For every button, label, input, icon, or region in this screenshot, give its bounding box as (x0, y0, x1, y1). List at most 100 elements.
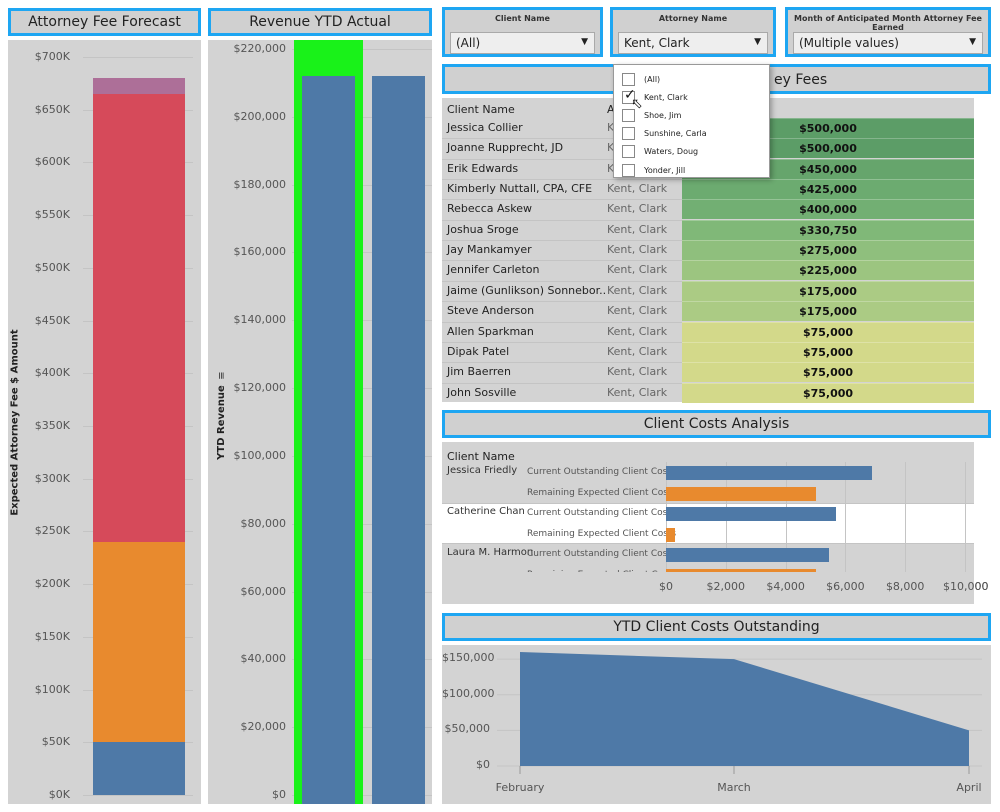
table-row[interactable]: Allen Sparkman Kent, Clark $75,000 (442, 321, 974, 342)
client-name-cell: Erik Edwards (447, 161, 519, 175)
client-name-cell: Jim Baerren (447, 365, 511, 379)
attorney-filter-value: Kent, Clark (624, 36, 690, 50)
revenue-y-axis-label: YTD Revenue (216, 384, 227, 460)
costs-client-name: Laura M. Harmon (447, 547, 534, 558)
forecast-tick-label: $700K (34, 50, 70, 63)
dropdown-option-label: Sunshine, Carla (644, 129, 707, 139)
costs-header: Client Name (447, 450, 515, 463)
ytd-costs-title: YTD Client Costs Outstanding (442, 613, 991, 641)
revenue-bar[interactable] (302, 76, 355, 804)
forecast-tick-label: $450K (34, 313, 70, 327)
outstanding-bar[interactable] (666, 548, 829, 562)
forecast-tick-label: $350K (34, 419, 70, 432)
outstanding-bar[interactable] (666, 466, 873, 480)
table-row[interactable]: Jaime (Gunlikson) Sonnebor.. Kent, Clark $… (442, 280, 974, 301)
client-name-cell: John Sosville (447, 385, 517, 399)
table-row[interactable]: Jennifer Carleton Kent, Clark $225,000 (442, 260, 974, 281)
dropdown-option[interactable]: Waters, Doug (622, 143, 698, 161)
table-row[interactable]: Rebecca Askew Kent, Clark $400,000 (442, 199, 974, 220)
forecast-tick-label: $150K (34, 629, 70, 643)
month-filter[interactable]: Month of Anticipated Month Attorney Fee … (785, 7, 991, 57)
forecast-bar-segment[interactable] (93, 742, 185, 795)
revenue-bar[interactable] (372, 76, 425, 804)
measure-label: Remaining Expected Client Costs (527, 488, 677, 498)
dropdown-option[interactable]: Shoe, Jim (622, 106, 681, 124)
sort-icon[interactable]: ≡ (216, 371, 228, 380)
checkbox[interactable] (622, 163, 635, 177)
client-filter-select[interactable]: (All) ▼ (450, 32, 595, 54)
client-name-cell: Jaime (Gunlikson) Sonnebor.. (447, 283, 607, 297)
table-row[interactable]: John Sosville Kent, Clark $75,000 (442, 382, 974, 403)
gridline (845, 462, 847, 574)
dropdown-option[interactable]: Sunshine, Carla (622, 125, 707, 143)
forecast-panel: $700K $650K $600K $550K $500K $450K $400K $350K… (8, 40, 201, 804)
month-filter-label: Month of Anticipated Month Attorney Fee … (794, 14, 982, 32)
measure-label: Current Outstanding Client Cos.. (527, 508, 674, 518)
costs-title: Client Costs Analysis (442, 410, 991, 438)
client-name-cell: Steve Anderson (447, 304, 535, 318)
forecast-bar-segment[interactable] (93, 93, 185, 542)
fee-cell: $75,000 (682, 382, 974, 403)
table-row[interactable]: Dipak Patel Kent, Clark $75,000 (442, 341, 974, 362)
table-row[interactable]: Joshua Sroge Kent, Clark $330,750 (442, 219, 974, 240)
revenue-tick-label: $20,000 (240, 720, 287, 734)
forecast-tick-label: $50K (41, 735, 70, 749)
revenue-tick-label: $80,000 (240, 516, 287, 530)
fee-cell: $275,000 (682, 240, 974, 261)
measure-label: Remaining Expected Client Costs (527, 529, 677, 539)
client-name-filter[interactable]: Client Name (All) ▼ (442, 7, 603, 57)
revenue-panel: YTD Revenue ≡ $220,000 $200,000 $180,000 $1… (208, 40, 432, 804)
costs-tick-label: $4,000 (766, 580, 805, 593)
client-name-cell: Kimberly Nuttall, CPA, CFE (447, 182, 593, 196)
forecast-bar-segment[interactable] (93, 78, 185, 94)
attorney-filter-select[interactable]: Kent, Clark ▼ (618, 32, 768, 54)
month-filter-select[interactable]: (Multiple values) ▼ (793, 32, 983, 54)
forecast-bar-segment[interactable] (93, 541, 185, 743)
costs-tick-label: $2,000 (706, 580, 746, 593)
chevron-down-icon: ▼ (969, 37, 976, 47)
gridline (905, 462, 907, 574)
table-row[interactable]: Kimberly Nuttall, CPA, CFE Kent, Clark $42… (442, 179, 974, 200)
checkbox[interactable] (622, 108, 635, 122)
ytd-area[interactable] (520, 652, 969, 766)
attorney-filter-label: Attorney Name (658, 14, 728, 23)
revenue-tick-label: $100,000 (233, 448, 287, 462)
fee-cell: $175,000 (682, 301, 974, 322)
forecast-tick-label: $500K (34, 260, 70, 274)
fees-header-client: Client Name (447, 103, 515, 116)
forecast-tick-label: $550K (34, 208, 70, 222)
dropdown-option-label: Yonder, Jill (644, 165, 686, 175)
client-name-cell: Jennifer Carleton (447, 263, 540, 277)
dropdown-option[interactable]: Yonder, Jill (622, 161, 685, 179)
checkbox[interactable] (622, 145, 635, 159)
attorney-dropdown[interactable]: (All) ✓ Kent, Clark Shoe, Jim Sunshine, Carl… (613, 64, 770, 178)
dropdown-option[interactable]: ✓ Kent, Clark (622, 87, 688, 106)
revenue-tick-label: $40,000 (240, 652, 287, 666)
dropdown-option[interactable]: (All) (622, 70, 660, 88)
checkbox[interactable]: ✓ (622, 87, 636, 104)
attorney-name-filter[interactable]: Attorney Name Kent, Clark ▼ (610, 7, 776, 57)
remaining-bar[interactable] (666, 528, 675, 542)
outstanding-bar[interactable] (666, 507, 837, 521)
remaining-bar[interactable] (666, 487, 816, 501)
table-row[interactable]: Jay Mankamyer Kent, Clark $275,000 (442, 240, 974, 261)
client-filter-value: (All) (456, 36, 481, 50)
client-name-cell: Joshua Sroge (447, 222, 519, 236)
client-name-cell: Rebecca Askew (447, 202, 532, 216)
attorney-cell: Kent, Clark (607, 182, 668, 196)
checkbox[interactable] (622, 127, 635, 141)
ytd-tick-label: $150,000 (442, 651, 495, 665)
table-row[interactable]: Steve Anderson Kent, Clark $175,000 (442, 301, 974, 322)
forecast-tick-label: $100K (34, 682, 70, 696)
checkbox[interactable] (622, 72, 635, 86)
chevron-down-icon: ▼ (581, 37, 588, 47)
attorney-cell: Kent, Clark (607, 304, 668, 318)
attorney-cell: Kent, Clark (607, 243, 668, 257)
client-name-cell: Jay Mankamyer (447, 243, 532, 257)
attorney-cell: Kent, Clark (607, 365, 668, 379)
forecast-tick-label: $250K (34, 524, 70, 538)
table-row[interactable]: Jim Baerren Kent, Clark $75,000 (442, 362, 974, 383)
check-icon: ✓ (624, 86, 636, 103)
costs-tick-label: $0 (659, 580, 673, 593)
forecast-tick-label: $600K (34, 155, 70, 169)
